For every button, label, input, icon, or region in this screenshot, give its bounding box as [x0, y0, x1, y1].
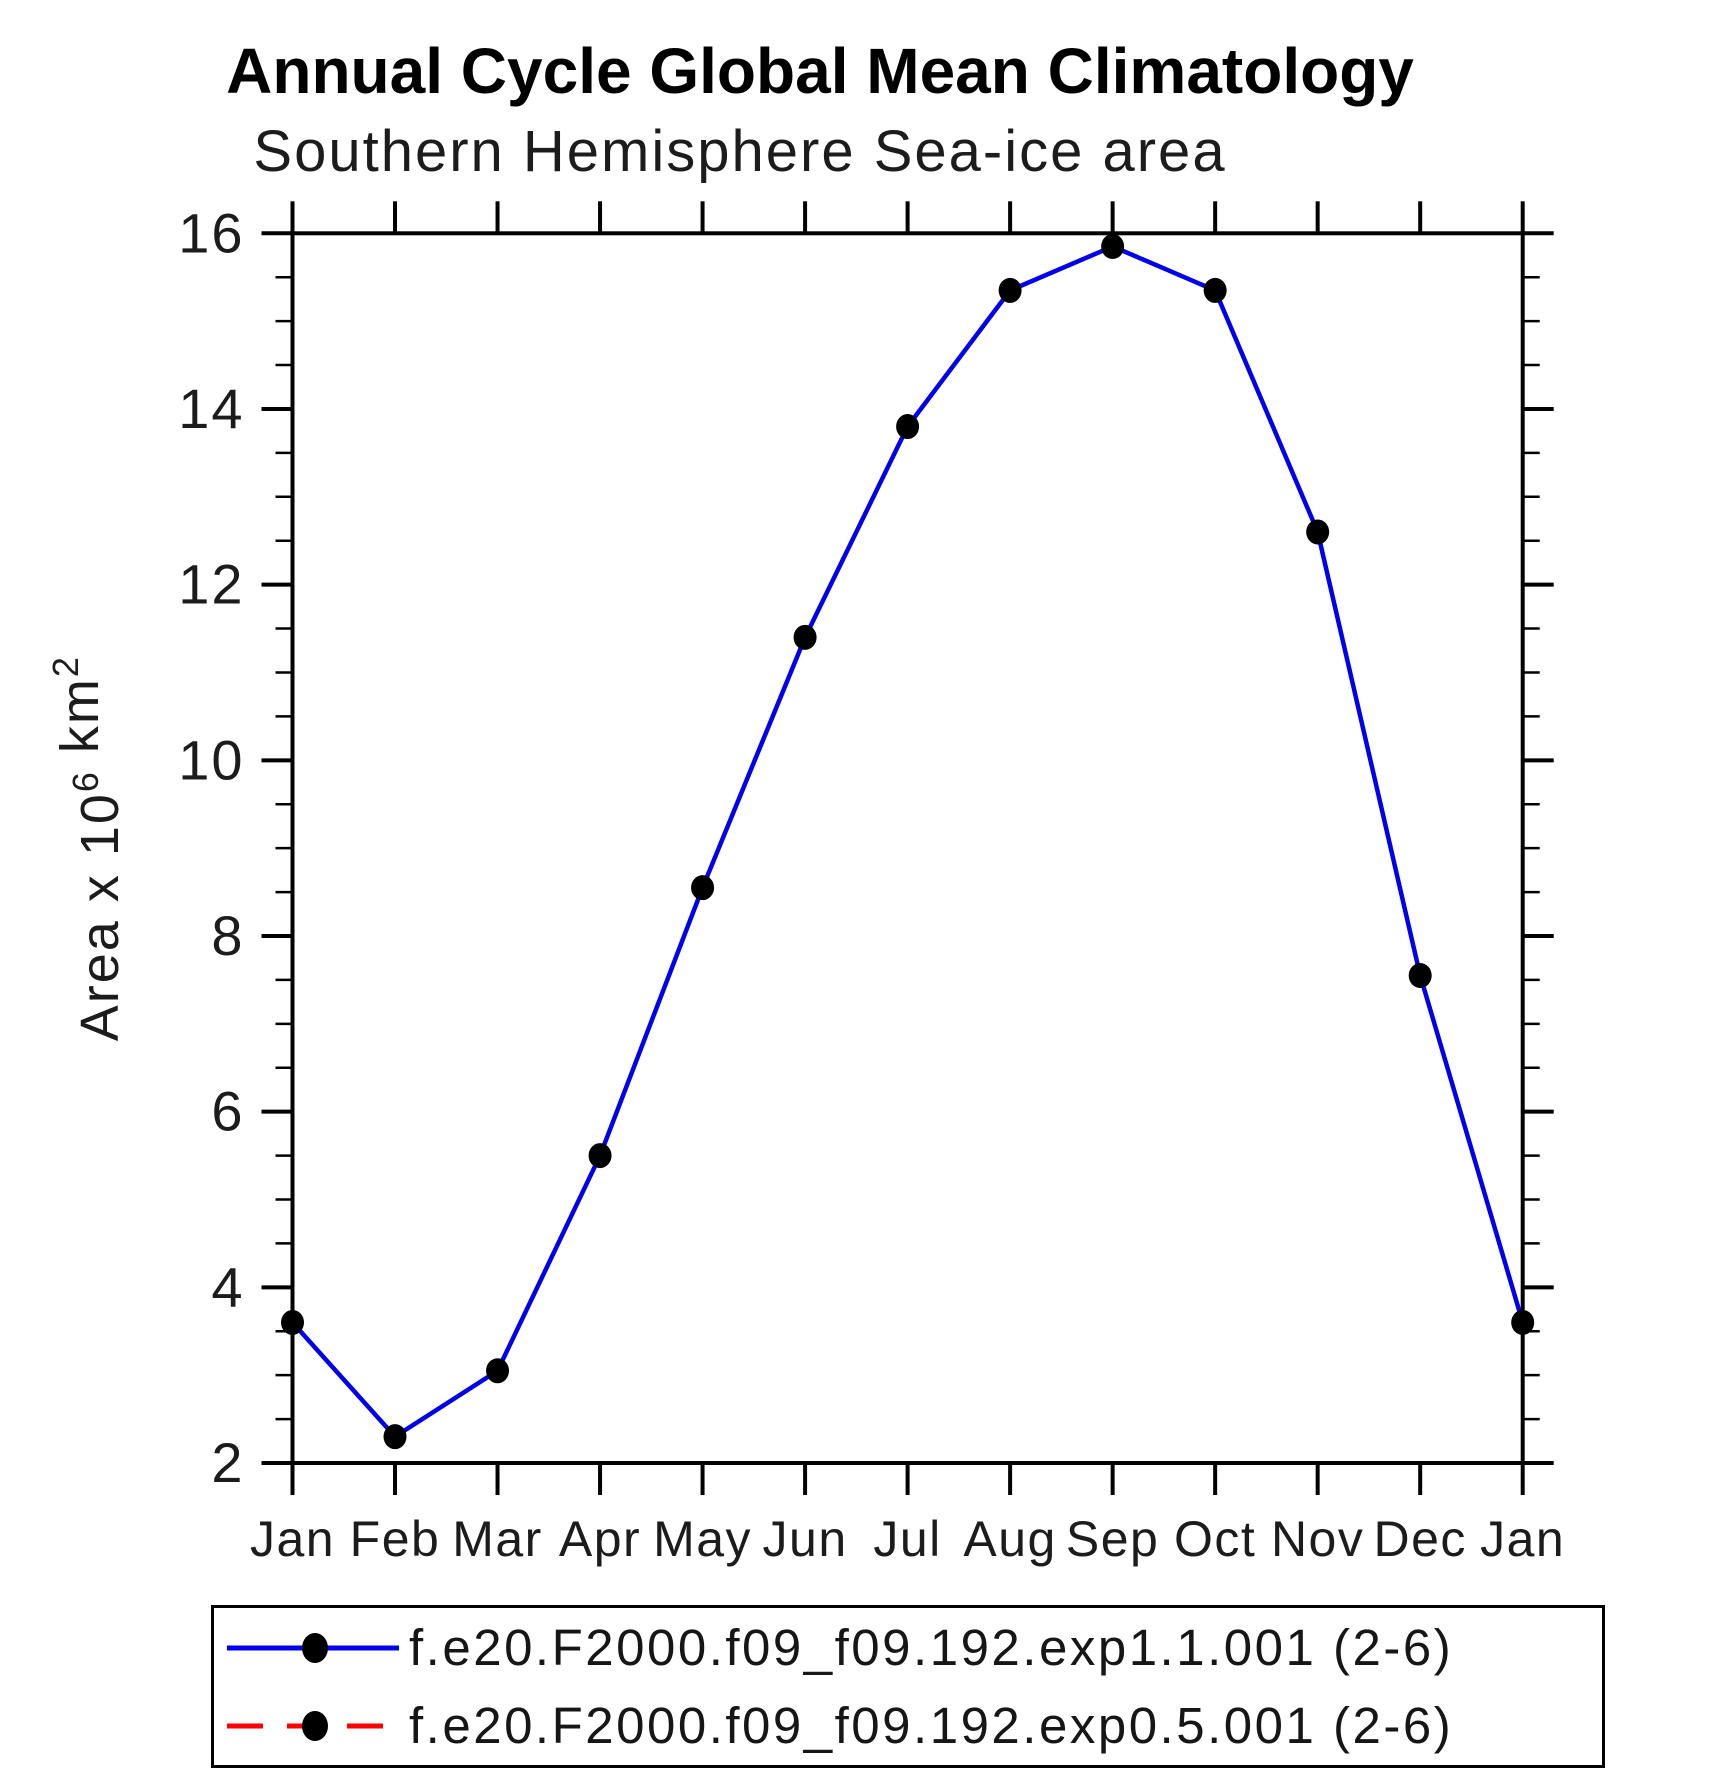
x-tick-label: Sep	[1066, 1511, 1159, 1567]
x-tick-label: Aug	[963, 1511, 1056, 1567]
data-point	[793, 624, 817, 650]
data-point	[1408, 963, 1432, 989]
y-tick-label: 2	[211, 1431, 244, 1494]
data-point	[896, 414, 920, 440]
x-tick-label: May	[653, 1511, 752, 1567]
data-point	[1511, 1309, 1535, 1335]
data-point	[1101, 233, 1125, 259]
data-point	[998, 277, 1022, 303]
x-tick-label: Mar	[452, 1511, 543, 1567]
x-tick-label: Oct	[1174, 1511, 1256, 1567]
y-tick-label: 12	[178, 553, 244, 616]
x-tick-label: Jul	[873, 1511, 941, 1567]
legend-marker-dot-icon	[302, 1710, 328, 1741]
legend-line-sample-solid	[227, 1632, 399, 1663]
data-point	[691, 875, 715, 901]
y-axis-title: Area x 106 km2	[45, 655, 130, 1041]
legend-line-sample-dashed	[227, 1710, 399, 1741]
y-tick-label: 14	[178, 377, 244, 440]
x-tick-label: Jan	[250, 1511, 335, 1567]
data-point	[1306, 519, 1330, 545]
legend-entry-exp1: f.e20.F2000.f09_f09.192.exp1.1.001 (2-6)	[214, 1609, 1602, 1687]
chart-title: Annual Cycle Global Mean Climatology	[226, 35, 1414, 107]
x-tick-label: Jan	[1480, 1511, 1565, 1567]
y-tick-label: 4	[211, 1255, 244, 1318]
y-tick-label: 6	[211, 1080, 244, 1143]
chart-subtitle: Southern Hemisphere Sea-ice area	[253, 119, 1227, 184]
legend-marker-dot-icon	[302, 1632, 328, 1663]
x-tick-label: Nov	[1271, 1511, 1364, 1567]
data-point	[588, 1143, 612, 1169]
data-point	[1203, 277, 1227, 303]
y-tick-label: 16	[178, 201, 244, 264]
data-point	[281, 1309, 304, 1335]
y-tick-label: 10	[178, 728, 244, 791]
x-tick-label: Dec	[1373, 1511, 1466, 1567]
x-tick-label: Apr	[559, 1511, 641, 1567]
legend-label: f.e20.F2000.f09_f09.192.exp0.5.001 (2-6)	[409, 1697, 1454, 1754]
legend: f.e20.F2000.f09_f09.192.exp1.1.001 (2-6)…	[211, 1605, 1605, 1768]
data-point	[383, 1424, 407, 1450]
data-point	[486, 1358, 510, 1384]
y-tick-label: 8	[211, 904, 244, 967]
x-tick-label: Jun	[763, 1511, 848, 1567]
legend-entry-exp05: f.e20.F2000.f09_f09.192.exp0.5.001 (2-6)	[214, 1687, 1602, 1765]
legend-label: f.e20.F2000.f09_f09.192.exp1.1.001 (2-6)	[409, 1619, 1454, 1676]
x-tick-label: Feb	[350, 1511, 441, 1567]
